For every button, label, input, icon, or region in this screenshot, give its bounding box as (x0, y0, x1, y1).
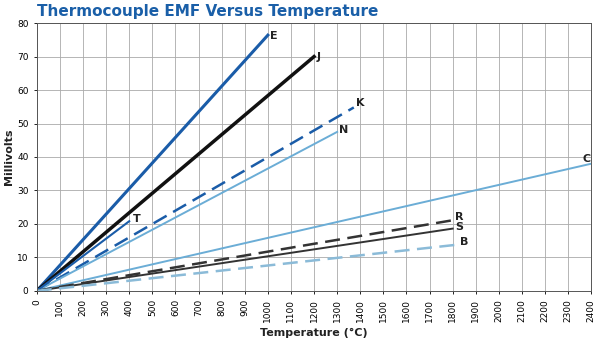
Text: C: C (582, 154, 590, 164)
Text: T: T (133, 214, 140, 224)
X-axis label: Temperature (°C): Temperature (°C) (260, 328, 368, 338)
Text: N: N (340, 125, 349, 135)
Text: J: J (316, 52, 320, 62)
Text: R: R (455, 212, 464, 222)
Text: B: B (460, 237, 468, 247)
Text: S: S (455, 222, 463, 232)
Text: K: K (356, 98, 365, 108)
Y-axis label: Millivolts: Millivolts (4, 129, 14, 185)
Text: Thermocouple EMF Versus Temperature: Thermocouple EMF Versus Temperature (37, 4, 378, 19)
Text: E: E (270, 31, 278, 41)
